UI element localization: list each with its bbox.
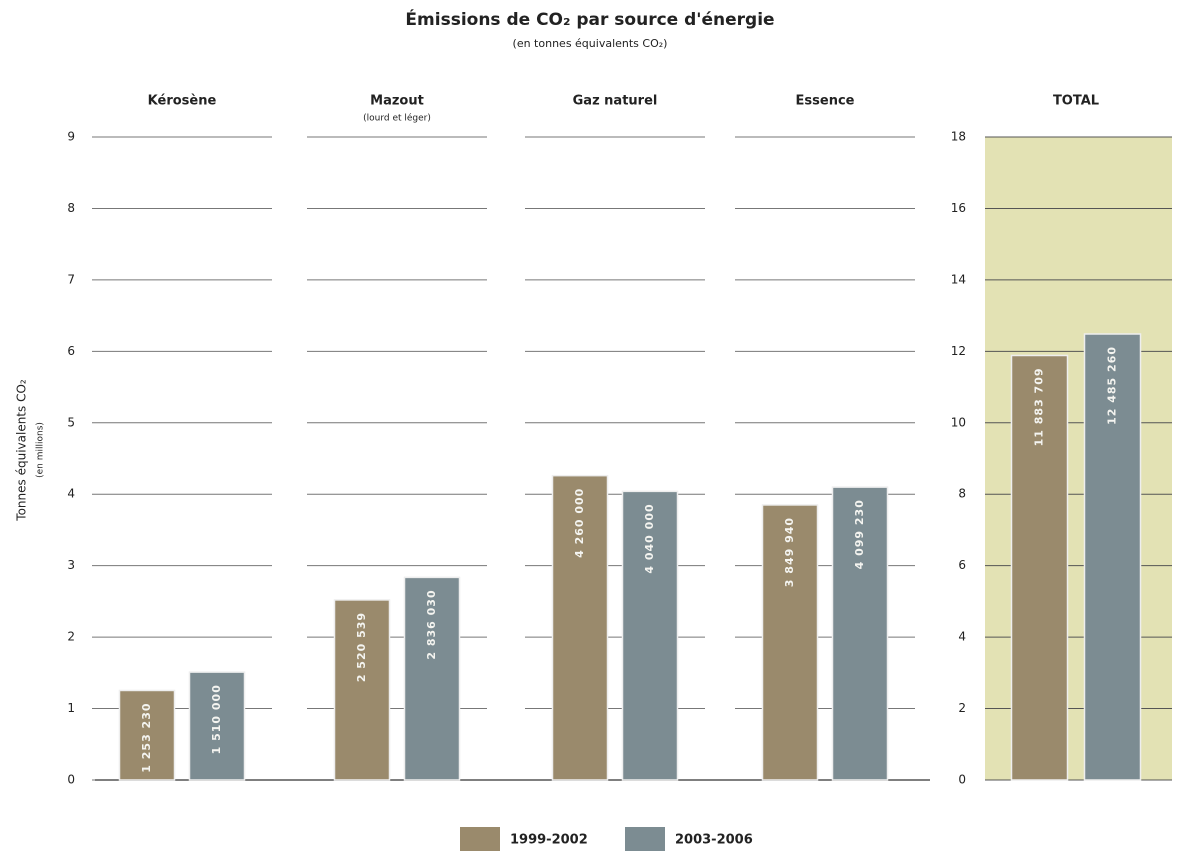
bar <box>403 576 461 781</box>
bar <box>621 490 679 781</box>
y-tick-label: 4 <box>67 487 75 501</box>
chart-subtitle: (en tonnes équivalents CO₂) <box>513 37 668 50</box>
y-tick-label: 1 <box>67 701 75 715</box>
y-tick-label: 12 <box>951 344 966 358</box>
value-label: 2 520 539 <box>355 612 368 682</box>
y-tick-label: 8 <box>958 487 966 501</box>
value-label: 3 849 940 <box>783 517 796 587</box>
value-label: 12 485 260 <box>1106 346 1119 425</box>
y-tick-label: 2 <box>958 701 966 715</box>
y-tick-label: 7 <box>67 272 75 286</box>
y-tick-label: 6 <box>67 344 75 358</box>
y-tick-label: 14 <box>951 272 966 286</box>
y-axis-note: (en millions) <box>36 422 46 478</box>
value-label: 11 883 709 <box>1033 367 1046 446</box>
legend-label: 1999-2002 <box>510 833 588 848</box>
legend-label: 2003-2006 <box>675 833 753 848</box>
bar <box>1010 354 1069 781</box>
y-tick-label: 18 <box>951 130 966 144</box>
bar <box>118 689 176 781</box>
bar <box>551 474 609 781</box>
y-tick-label: 4 <box>958 630 966 644</box>
category-label: Kérosène <box>148 94 217 109</box>
chart-title: Émissions de CO₂ par source d'énergie <box>405 8 774 30</box>
y-tick-label: 10 <box>951 415 966 429</box>
y-tick-label: 8 <box>67 201 75 215</box>
category-label: Mazout <box>370 94 424 109</box>
value-label: 1 253 230 <box>140 702 153 772</box>
value-label: 4 099 230 <box>853 499 866 569</box>
value-label: 4 040 000 <box>643 503 656 573</box>
category-note: (lourd et léger) <box>363 113 431 124</box>
y-axis-title: Tonnes équivalents CO₂ <box>15 379 29 522</box>
bar <box>188 671 246 781</box>
legend-swatch <box>625 827 665 851</box>
y-tick-label: 3 <box>67 558 75 572</box>
category-label: Essence <box>796 94 855 109</box>
legend-swatch <box>460 827 500 851</box>
category-label: Gaz naturel <box>573 94 658 109</box>
y-tick-label: 5 <box>67 415 75 429</box>
y-tick-label: 0 <box>67 773 75 787</box>
y-tick-label: 0 <box>958 773 966 787</box>
value-label: 4 260 000 <box>573 488 586 558</box>
y-tick-label: 9 <box>67 130 75 144</box>
category-label: TOTAL <box>1053 94 1099 109</box>
y-tick-label: 6 <box>958 558 966 572</box>
bar <box>831 486 889 781</box>
bar <box>1083 333 1142 781</box>
y-tick-label: 16 <box>951 201 966 215</box>
bar <box>761 504 819 781</box>
value-label: 1 510 000 <box>210 684 223 754</box>
y-tick-label: 2 <box>67 630 75 644</box>
bar <box>333 599 391 781</box>
value-label: 2 836 030 <box>425 589 438 659</box>
